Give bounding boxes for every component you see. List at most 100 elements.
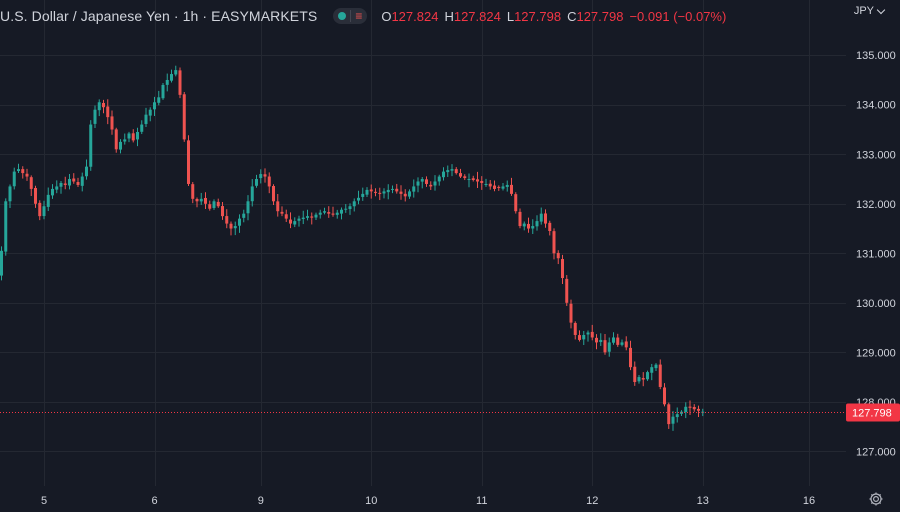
candle-body	[318, 212, 322, 215]
candle-body	[361, 193, 365, 197]
candle-body	[561, 259, 564, 279]
candle-body	[199, 198, 203, 202]
candle-body	[522, 223, 526, 227]
candle-body	[259, 174, 263, 179]
price-axis[interactable]: 135.000 134.000 133.000 132.000 131.000 130.0…	[846, 50, 900, 458]
candle-body	[497, 186, 501, 188]
symbol-title[interactable]: U.S. Dollar / Japanese Yen · 1h · EASYMA…	[0, 8, 318, 24]
candle-body	[140, 124, 144, 132]
candle-body	[102, 102, 105, 108]
open-label: O	[381, 8, 392, 24]
candle-body	[544, 213, 547, 224]
candle-body	[374, 191, 377, 193]
candle-body	[225, 216, 229, 224]
candle-body	[229, 223, 233, 229]
candle-body	[378, 192, 382, 194]
candle-body	[688, 406, 692, 408]
open-value: 127.824	[391, 8, 439, 24]
candle-body	[450, 169, 454, 171]
candle-body	[136, 131, 139, 140]
candle-body	[204, 197, 207, 204]
candle-body	[556, 252, 560, 259]
candle-body	[620, 342, 624, 345]
chevron-down-icon	[876, 5, 886, 14]
candle-body	[510, 184, 513, 194]
last-price-label: 127.798	[852, 408, 892, 420]
time-axis[interactable]: 5 6 9 10 11 12 13 16	[41, 495, 815, 507]
candle-body	[552, 231, 556, 254]
time-tick-label: 6	[151, 495, 157, 507]
candle-body	[442, 171, 445, 178]
candle-body	[463, 176, 467, 179]
candle-body	[433, 181, 437, 186]
candle-body	[280, 211, 284, 214]
candle-body	[633, 366, 637, 383]
candle-body	[221, 206, 224, 217]
candle-body	[242, 213, 246, 218]
candle-body	[153, 102, 156, 110]
candle-body	[629, 347, 632, 368]
candle-body	[97, 102, 101, 111]
candle-body	[365, 189, 369, 195]
candle-body	[408, 191, 411, 197]
candle-body	[8, 186, 12, 202]
gear-icon[interactable]	[868, 491, 884, 507]
candle-body	[454, 169, 458, 174]
last-price-badge	[846, 403, 900, 422]
candle-body	[93, 109, 97, 124]
price-tick-label: 132.000	[856, 199, 896, 211]
candle-body	[63, 183, 67, 185]
candle-body	[12, 171, 16, 187]
candle-body	[641, 378, 645, 380]
candle-body	[55, 186, 59, 190]
grid-lines	[0, 0, 846, 486]
price-tick-label: 133.000	[856, 149, 896, 161]
status-pill[interactable]: ≡	[333, 8, 368, 24]
price-tick-label: 135.000	[856, 50, 896, 62]
candle-body	[51, 188, 54, 196]
candle-body	[471, 178, 475, 181]
candle-body	[157, 97, 161, 103]
price-tick-label: 130.000	[856, 298, 896, 310]
candle-body	[335, 212, 339, 215]
candle-body	[165, 79, 169, 85]
candle-body	[603, 340, 607, 353]
candle-body	[586, 332, 590, 335]
candle-body	[284, 214, 288, 219]
candle-body	[250, 186, 254, 202]
change-value: −0.091 (−0.07%)	[629, 8, 727, 24]
candle-body	[527, 223, 530, 229]
candle-body	[488, 183, 492, 187]
candle-body	[539, 213, 543, 222]
candle-body	[267, 176, 271, 187]
price-tick-label: 129.000	[856, 347, 896, 359]
candle-body	[476, 179, 479, 182]
high-value: 127.824	[453, 8, 501, 24]
candle-body	[0, 250, 3, 276]
candle-body	[208, 204, 212, 209]
candle-body	[565, 278, 569, 303]
candle-body	[399, 191, 403, 194]
candle-body	[412, 186, 416, 192]
candle-body	[607, 342, 611, 352]
time-tick-label: 16	[803, 495, 815, 507]
candle-body	[38, 202, 42, 217]
candle-body	[161, 84, 165, 99]
candle-body	[187, 140, 190, 184]
candle-body	[178, 70, 182, 95]
time-tick-label: 11	[476, 495, 487, 507]
candle-body	[395, 188, 399, 192]
currency-menu[interactable]: JPY	[854, 5, 886, 17]
candle-body	[76, 182, 80, 185]
low-value: 127.798	[514, 8, 562, 24]
candle-body	[459, 173, 462, 177]
candle-body	[216, 201, 220, 207]
candle-body	[276, 201, 280, 212]
candle-body	[692, 406, 696, 410]
candle-body	[531, 226, 535, 229]
candle-body	[293, 221, 297, 225]
candle-body	[344, 208, 348, 210]
candle-body	[289, 219, 292, 224]
